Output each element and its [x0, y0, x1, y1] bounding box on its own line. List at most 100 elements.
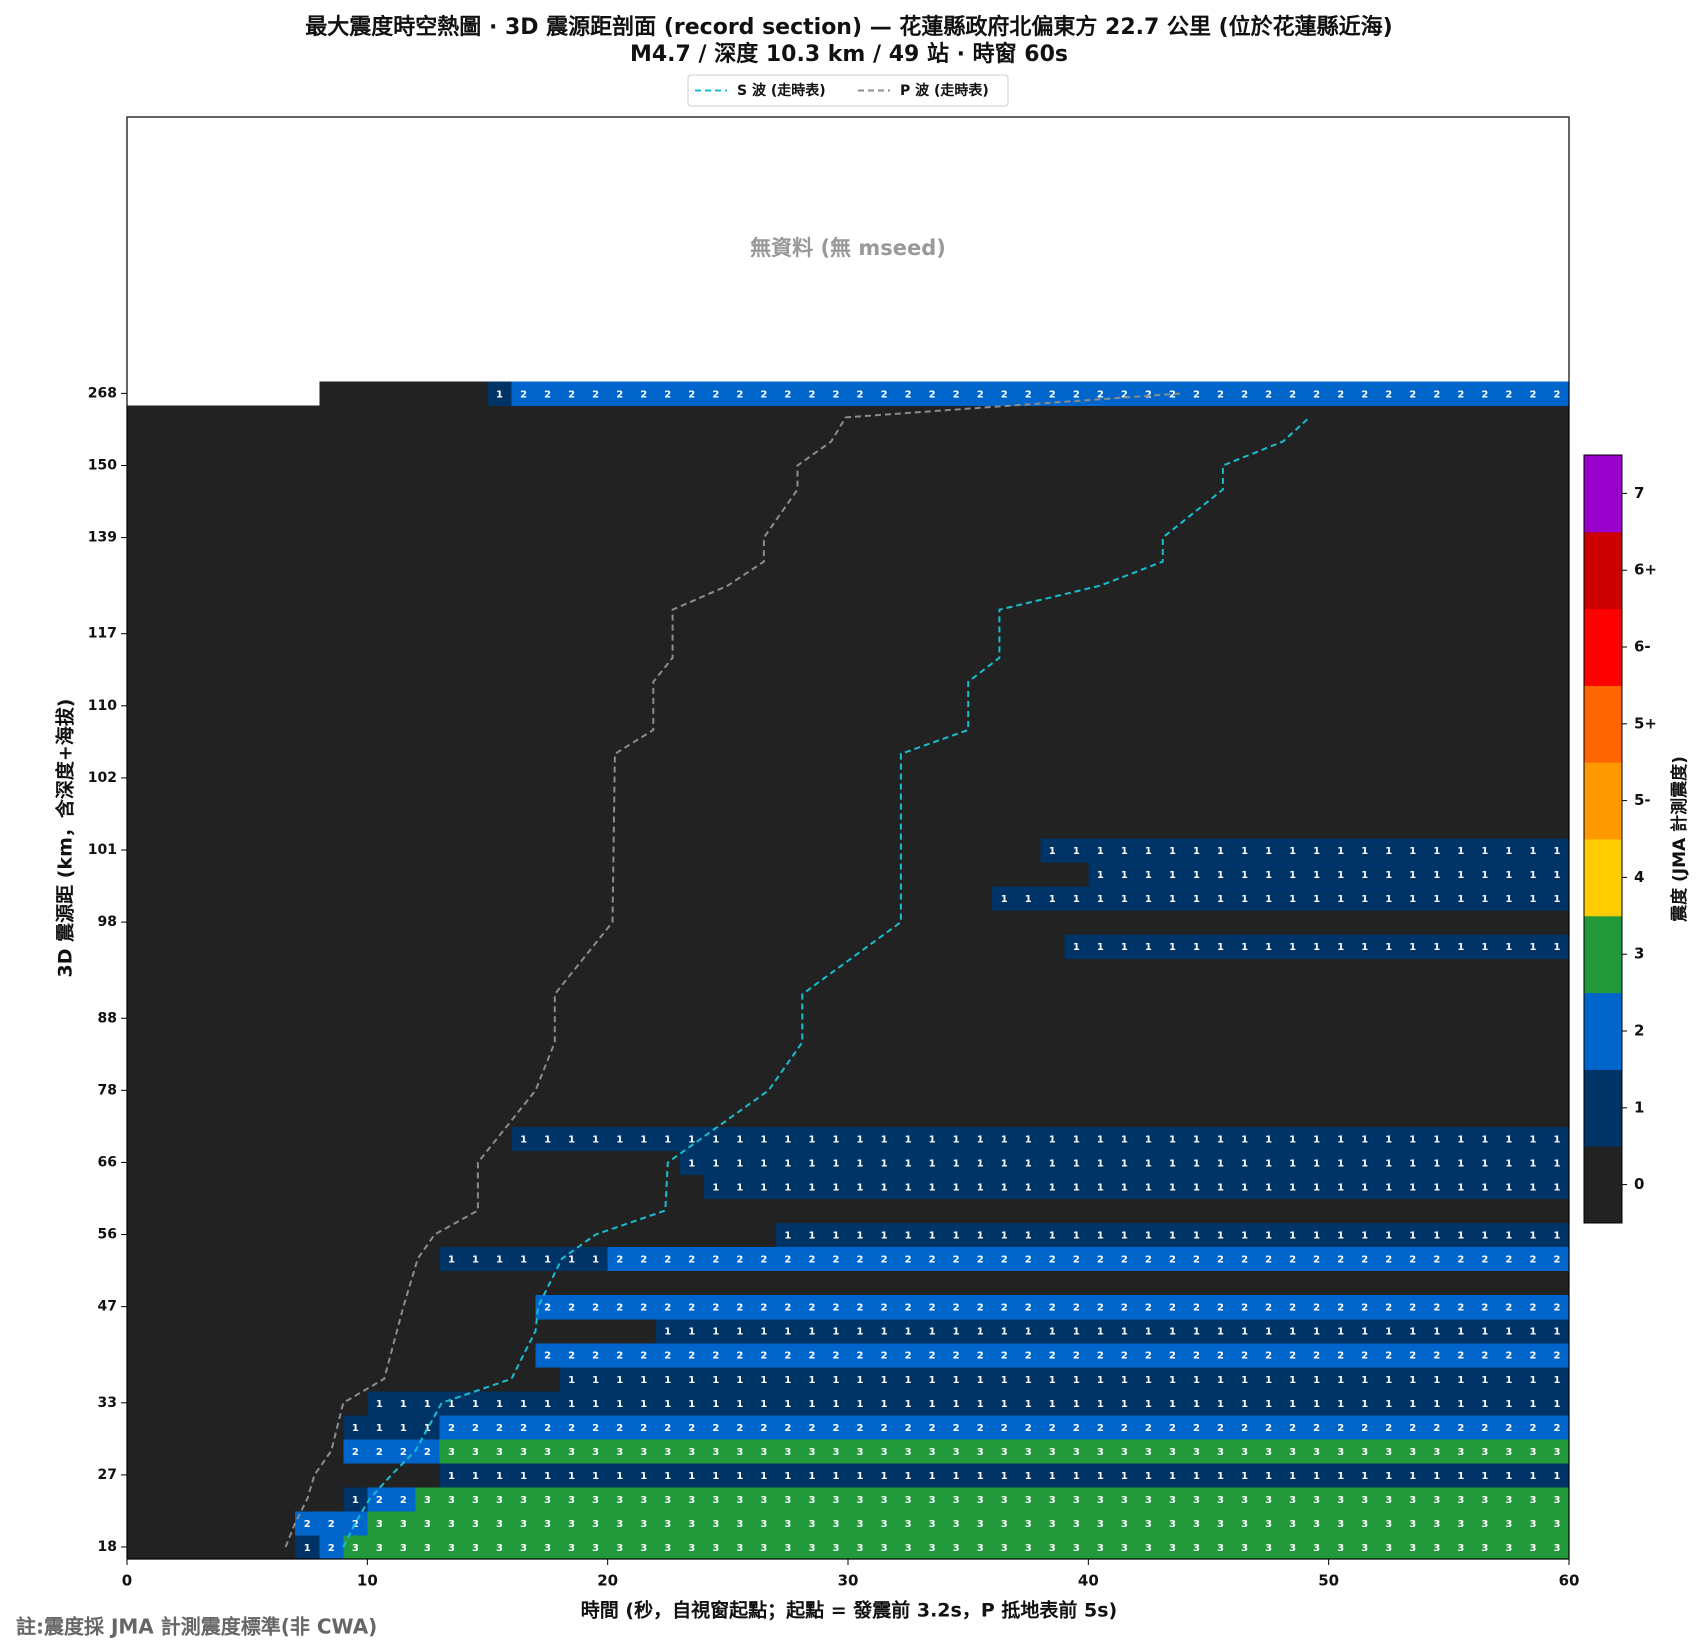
cell-label: 3 — [905, 1519, 912, 1530]
heatmap-cell — [1112, 717, 1137, 743]
cell-label: 3 — [1385, 1543, 1392, 1554]
heatmap-cell — [1112, 1534, 1137, 1560]
heatmap-cell — [271, 1054, 296, 1079]
heatmap-cell — [703, 1486, 729, 1512]
heatmap-cell — [1136, 1222, 1162, 1248]
heatmap-cell — [295, 693, 320, 719]
heatmap-cell — [1040, 910, 1065, 935]
heatmap-cell — [1160, 910, 1186, 935]
heatmap-cell — [583, 621, 609, 647]
heatmap-cell — [415, 862, 441, 887]
heatmap-cell — [1016, 1462, 1041, 1488]
cell-label: 2 — [1385, 1255, 1392, 1266]
cell-label: 1 — [1169, 1182, 1176, 1193]
cell-label: 1 — [760, 1471, 767, 1482]
heatmap-cell — [127, 1366, 152, 1392]
cell-label: 1 — [640, 1471, 647, 1482]
heatmap-cell — [799, 934, 825, 959]
heatmap-cell — [199, 1438, 224, 1464]
heatmap-cell — [920, 1102, 945, 1127]
cell-label: 3 — [712, 1543, 719, 1554]
cell-label: 1 — [616, 1375, 623, 1386]
heatmap-cell — [1544, 838, 1570, 863]
heatmap-cell — [343, 838, 368, 863]
heatmap-cell — [367, 1342, 392, 1368]
heatmap-cell — [1232, 1078, 1258, 1103]
heatmap-cell — [223, 477, 248, 503]
cell-label: 3 — [736, 1495, 743, 1506]
cell-label: 1 — [1529, 942, 1536, 953]
heatmap-cell — [655, 765, 681, 791]
heatmap-cell — [1352, 693, 1378, 719]
heatmap-cell — [511, 741, 537, 767]
heatmap-cell — [1112, 1198, 1137, 1224]
heatmap-cell — [175, 886, 200, 911]
cell-label: 2 — [376, 1495, 383, 1506]
heatmap-cell — [1064, 405, 1089, 431]
heatmap-cell — [655, 477, 681, 503]
cell-label: 1 — [1097, 1399, 1104, 1410]
cell-label: 3 — [1121, 1519, 1128, 1530]
heatmap-cell — [463, 741, 489, 767]
heatmap-cell — [751, 453, 777, 479]
heatmap-cell — [607, 1222, 633, 1248]
heatmap-cell — [1064, 910, 1089, 935]
cell-label: 2 — [832, 1423, 839, 1434]
heatmap-cell — [920, 813, 945, 839]
cell-label: 1 — [1073, 1471, 1080, 1482]
cell-label: 2 — [857, 1351, 864, 1362]
cell-label: 3 — [1289, 1495, 1296, 1506]
heatmap-cell — [583, 1030, 609, 1055]
cell-label: 1 — [881, 1327, 888, 1338]
cell-label: 1 — [496, 1255, 503, 1266]
heatmap-cell — [1184, 477, 1210, 503]
heatmap-cell — [1040, 1198, 1065, 1224]
heatmap-cell — [1448, 1150, 1474, 1176]
heatmap-cell — [271, 1462, 296, 1488]
heatmap-cell — [1424, 1126, 1450, 1152]
cell-label: 2 — [905, 1303, 912, 1314]
heatmap-cell — [799, 645, 825, 671]
heatmap-cell — [1232, 1270, 1258, 1296]
heatmap-cell — [655, 597, 681, 623]
heatmap-cell — [1208, 741, 1234, 767]
cell-label: 3 — [400, 1519, 407, 1530]
heatmap-cell — [1520, 1462, 1546, 1488]
heatmap-cell — [655, 645, 681, 671]
heatmap-cell — [944, 862, 969, 887]
heatmap-cell — [367, 597, 392, 623]
heatmap-cell — [896, 669, 921, 695]
heatmap-cell — [775, 1270, 801, 1296]
heatmap-cell — [151, 1054, 176, 1079]
cell-label: 1 — [1265, 1399, 1272, 1410]
heatmap-cell — [1400, 789, 1426, 815]
heatmap-cell — [1424, 1294, 1450, 1320]
heatmap-cell — [1256, 789, 1282, 815]
heatmap-cell — [1088, 910, 1113, 935]
heatmap-cell — [1448, 934, 1474, 959]
heatmap-cell — [655, 1030, 681, 1055]
heatmap-cell — [319, 645, 344, 671]
heatmap-cell — [1256, 958, 1282, 983]
cell-label: 1 — [1121, 1134, 1128, 1145]
heatmap-cell — [1496, 573, 1522, 599]
heatmap-cell — [1304, 405, 1330, 431]
heatmap-cell — [583, 693, 609, 719]
heatmap-cell — [727, 477, 753, 503]
cell-label: 1 — [1553, 942, 1560, 953]
heatmap-cell — [1232, 1102, 1258, 1127]
heatmap-cell — [1208, 621, 1234, 647]
heatmap-cell — [1496, 789, 1522, 815]
heatmap-cell — [1208, 573, 1234, 599]
heatmap-cell — [1424, 1054, 1450, 1079]
heatmap-cell — [1088, 1438, 1113, 1464]
heatmap-cell — [1112, 645, 1137, 671]
cell-label: 2 — [1409, 1303, 1416, 1314]
heatmap-cell — [1112, 1462, 1137, 1488]
heatmap-cell — [896, 1486, 921, 1512]
heatmap-cell — [463, 429, 489, 455]
heatmap-cell — [1016, 501, 1041, 527]
heatmap-cell — [1040, 1174, 1065, 1200]
heatmap-cell — [367, 405, 392, 431]
heatmap-cell — [1160, 741, 1186, 767]
